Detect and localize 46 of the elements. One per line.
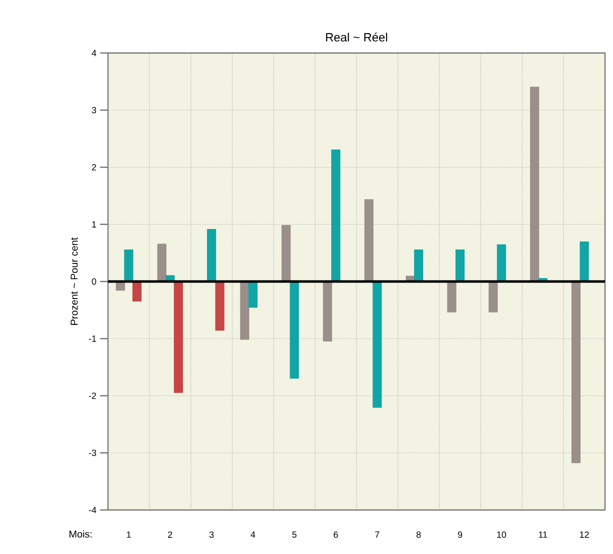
x-tick-label: 10 <box>497 531 506 538</box>
y-axis-title: Prozent ~ Pour cent <box>70 237 78 325</box>
x-tick-label: 1 <box>126 531 131 538</box>
bar <box>282 224 291 282</box>
x-tick-label: 12 <box>580 531 589 538</box>
bar <box>322 282 332 342</box>
bar <box>455 250 465 282</box>
bar <box>488 282 498 312</box>
bar <box>174 282 183 393</box>
chart-title: Real ~ Réel <box>326 32 388 42</box>
bar <box>364 199 374 282</box>
bar <box>248 282 258 308</box>
y-tick-label: 2 <box>92 164 96 170</box>
y-tick-label: -2 <box>88 392 96 399</box>
x-tick-label: 3 <box>209 531 214 538</box>
bar <box>530 86 540 282</box>
bar <box>447 282 456 312</box>
y-tick-label: 0 <box>92 278 96 285</box>
x-tick-label: 9 <box>458 531 462 538</box>
bar <box>215 282 224 331</box>
bar <box>290 282 299 379</box>
x-tick-label: 4 <box>250 531 256 538</box>
bar <box>124 250 134 282</box>
y-tick-label: 3 <box>92 106 96 114</box>
x-axis-title: Mois: <box>70 530 92 538</box>
x-tick-label: 2 <box>168 531 172 538</box>
y-tick-label: -3 <box>88 450 96 456</box>
x-tick-label: 8 <box>416 531 421 538</box>
bar <box>496 244 506 282</box>
y-tick-label: -1 <box>88 336 96 342</box>
bar <box>580 242 589 282</box>
x-tick-label: 7 <box>375 531 380 538</box>
y-tick-label: 1 <box>92 221 96 228</box>
x-tick-label: 5 <box>292 531 296 538</box>
bar <box>331 150 340 282</box>
bar <box>571 282 581 464</box>
bar <box>206 228 216 282</box>
x-tick-label: 11 <box>538 531 548 538</box>
bar <box>414 250 424 282</box>
x-tick-label: 6 <box>334 531 338 538</box>
bar <box>132 282 142 302</box>
bar <box>240 282 250 340</box>
bar <box>372 282 382 408</box>
bar <box>157 244 166 282</box>
y-tick-label: -4 <box>88 506 96 514</box>
y-tick-label: 4 <box>92 50 96 56</box>
